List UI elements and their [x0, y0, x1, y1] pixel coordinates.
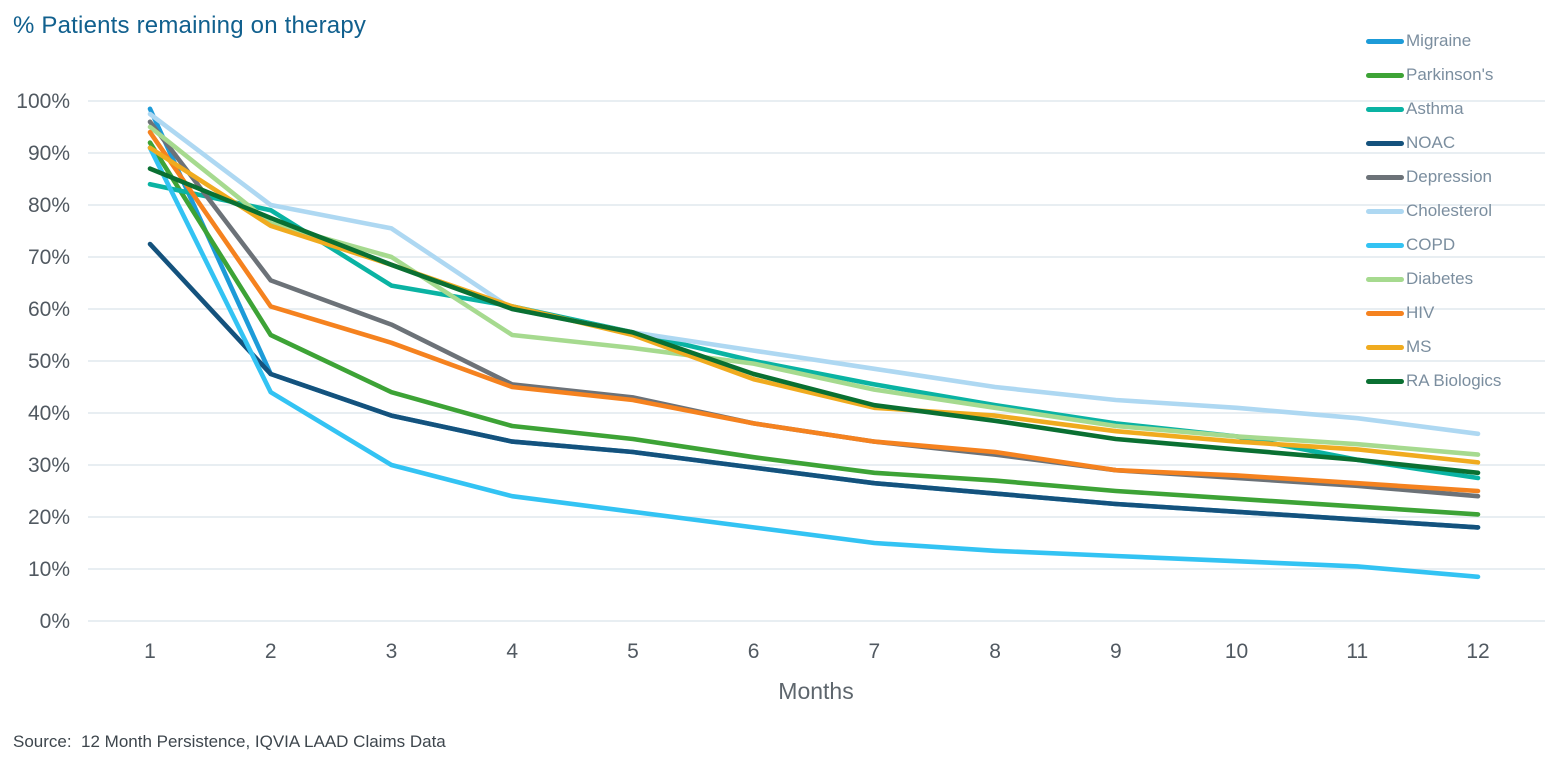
source-note: Source: 12 Month Persistence, IQVIA LAAD…	[13, 732, 446, 751]
y-tick-label: 20%	[28, 506, 70, 529]
y-tick-label: 90%	[28, 142, 70, 165]
legend-swatch	[1366, 276, 1404, 282]
legend-item-hiv: HIV	[1366, 296, 1546, 330]
legend-swatch	[1366, 310, 1404, 316]
series-line-ra-biologics	[147, 166, 1481, 476]
y-axis-tick-labels: 0% 10% 20% 30% 40% 50% 60% 70% 80% 90% 100%	[16, 90, 70, 633]
y-tick-label: 70%	[28, 246, 70, 269]
y-tick-label: 50%	[28, 350, 70, 373]
x-tick-label: 5	[627, 640, 639, 663]
legend-label: MS	[1406, 337, 1432, 356]
legend-label: Migraine	[1406, 31, 1472, 50]
legend-item-ms: MS	[1366, 330, 1546, 364]
y-tick-label: 0%	[40, 610, 70, 633]
x-tick-label: 9	[1110, 640, 1122, 663]
legend-item-asthma: Asthma	[1366, 92, 1546, 126]
legend-swatch	[1366, 378, 1404, 384]
y-tick-label: 80%	[28, 194, 70, 217]
series-line-noac	[147, 241, 1481, 530]
series-line-asthma	[147, 181, 1481, 481]
legend-item-parkinson-s: Parkinson's	[1366, 58, 1546, 92]
y-tick-label: 40%	[28, 402, 70, 425]
legend-item-depression: Depression	[1366, 160, 1546, 194]
legend-swatch	[1366, 38, 1404, 44]
legend-item-diabetes: Diabetes	[1366, 262, 1546, 296]
x-tick-label: 1	[144, 640, 156, 663]
x-tick-label: 10	[1225, 640, 1248, 663]
legend-swatch	[1366, 242, 1404, 248]
legend-label: Depression	[1406, 167, 1492, 186]
legend-item-ra-biologics: RA Biologics	[1366, 364, 1546, 398]
legend-swatch	[1366, 140, 1404, 146]
x-axis-label: Months	[778, 678, 853, 704]
legend-item-copd: COPD	[1366, 228, 1546, 262]
legend-label: NOAC	[1406, 133, 1456, 152]
series-lines	[147, 106, 1481, 580]
x-tick-label: 2	[265, 640, 277, 663]
x-axis-tick-labels: 1 2 3 4 5 6 7 8 9 10 11 12	[144, 640, 1490, 663]
y-tick-label: 10%	[28, 558, 70, 581]
series-line-ms	[147, 145, 1481, 465]
x-tick-label: 12	[1466, 640, 1489, 663]
chart-title: % Patients remaining on therapy	[13, 12, 367, 39]
y-tick-label: 30%	[28, 454, 70, 477]
series-line-parkinson-s	[147, 140, 1481, 517]
gridlines	[88, 100, 1545, 622]
y-tick-label: 100%	[16, 90, 70, 113]
legend-label: HIV	[1406, 303, 1435, 322]
legend-label: Diabetes	[1406, 269, 1474, 288]
series-line-hiv	[147, 129, 1481, 494]
legend-label: COPD	[1406, 235, 1456, 254]
legend-swatch	[1366, 344, 1404, 350]
legend-swatch	[1366, 72, 1404, 78]
x-tick-label: 7	[869, 640, 881, 663]
legend-swatch	[1366, 174, 1404, 180]
x-tick-label: 4	[506, 640, 518, 663]
legend-item-cholesterol: Cholesterol	[1366, 194, 1546, 228]
legend-label: RA Biologics	[1406, 371, 1502, 390]
legend-label: Parkinson's	[1406, 65, 1494, 84]
legend-swatch	[1366, 106, 1404, 112]
legend-item-noac: NOAC	[1366, 126, 1546, 160]
chart-legend: Migraine Parkinson's Asthma NOAC Depression C…	[1366, 24, 1546, 398]
x-tick-label: 11	[1346, 640, 1368, 663]
x-tick-label: 3	[386, 640, 398, 663]
x-tick-label: 8	[989, 640, 1001, 663]
series-line-diabetes	[147, 124, 1481, 457]
series-line-copd	[147, 145, 1481, 580]
x-tick-label: 6	[748, 640, 760, 663]
legend-label: Cholesterol	[1406, 201, 1492, 220]
series-line-cholesterol	[147, 111, 1481, 437]
y-tick-label: 60%	[28, 298, 70, 321]
legend-item-migraine: Migraine	[1366, 24, 1546, 58]
legend-label: Asthma	[1406, 99, 1464, 118]
legend-swatch	[1366, 208, 1404, 214]
